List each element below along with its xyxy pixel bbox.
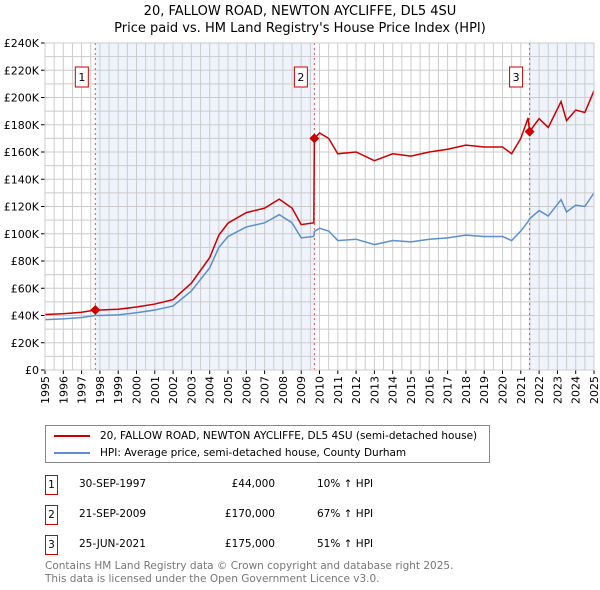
- x-tick-label: 2021: [515, 376, 528, 404]
- x-tick-label: 2019: [478, 376, 491, 404]
- x-tick-label: 2000: [131, 376, 144, 404]
- x-tick-label: 1998: [94, 376, 107, 404]
- x-tick-label: 2018: [460, 376, 473, 404]
- transaction-hpi: 10% ↑ HPI: [317, 478, 374, 490]
- x-tick-label: 2010: [314, 376, 327, 404]
- legend-swatch-property: [54, 435, 90, 437]
- x-tick-label: 2014: [387, 376, 400, 404]
- plot-area: 1995 1996 1997 1998 1999 2000 2001 2002 2003 2004…: [4, 37, 600, 404]
- x-tick-label: 2002: [167, 376, 180, 404]
- sale-point: [90, 305, 101, 316]
- footer: Contains HM Land Registry data © Crown c…: [45, 560, 453, 586]
- sale-label: 3: [513, 71, 520, 84]
- sale-label-box: [74, 66, 89, 88]
- transaction-date: 30-SEP-1997: [79, 478, 147, 490]
- x-tick-label: 2004: [204, 376, 217, 404]
- transaction-price: £175,000: [224, 538, 275, 550]
- transaction-number: 3: [45, 535, 58, 555]
- footer-copyright: Contains HM Land Registry data © Crown c…: [45, 560, 454, 572]
- x-tick-label: 2017: [442, 376, 455, 404]
- x-tick-label: 2023: [551, 376, 564, 404]
- transaction-number: 1: [45, 475, 58, 495]
- x-tick-label: 2025: [588, 376, 600, 404]
- transaction-row: 3 25-JUN-2021 £175,000 51% ↑ HPI: [45, 535, 545, 555]
- x-tick-label: 2008: [277, 376, 290, 404]
- x-tick-label: 2005: [222, 376, 235, 404]
- x-tick-label: 2020: [497, 376, 510, 404]
- x-tick-label: 2013: [368, 376, 381, 404]
- y-tick-label: £140K: [4, 173, 40, 186]
- x-tick-label: 1997: [76, 376, 89, 404]
- x-tick-label: 2016: [423, 376, 436, 404]
- sale-label-box: [509, 66, 524, 88]
- transaction-number: 2: [45, 505, 58, 525]
- transaction-row: 2 21-SEP-2009 £170,000 67% ↑ HPI: [45, 505, 545, 525]
- y-tick-label: £200K: [4, 92, 40, 105]
- y-tick-label: £20K: [11, 337, 40, 350]
- y-tick-label: £180K: [4, 119, 40, 132]
- transaction-hpi: 51% ↑ HPI: [317, 538, 374, 550]
- transaction-price: £170,000: [224, 508, 275, 520]
- x-tick-label: 2012: [350, 376, 363, 404]
- sale-label-box: [293, 66, 308, 88]
- legend-label-property: 20, FALLOW ROAD, NEWTON AYCLIFFE, DL5 4S…: [100, 430, 478, 442]
- x-tick-label: 1995: [39, 376, 52, 404]
- chart-title: 20, FALLOW ROAD, NEWTON AYCLIFFE, DL5 4S…: [143, 4, 457, 19]
- sale-point: [524, 126, 535, 137]
- y-tick-label: £120K: [4, 201, 40, 214]
- x-tick-label: 2006: [240, 376, 253, 404]
- y-tick-label: £0: [25, 364, 39, 377]
- chart-subtitle: Price paid vs. HM Land Registry's House …: [114, 21, 486, 36]
- x-tick-label: 2003: [185, 376, 198, 404]
- transaction-date: 25-JUN-2021: [79, 538, 146, 550]
- footer-licence: This data is licensed under the Open Gov…: [45, 573, 380, 585]
- legend: 20, FALLOW ROAD, NEWTON AYCLIFFE, DL5 4S…: [45, 425, 490, 463]
- y-tick-label: £240K: [4, 37, 40, 50]
- x-tick-label: 2001: [149, 376, 162, 404]
- x-tick-label: 2009: [295, 376, 308, 404]
- x-tick-label: 2024: [570, 376, 583, 404]
- transaction-row: 1 30-SEP-1997 £44,000 10% ↑ HPI: [45, 475, 545, 495]
- x-tick-label: 2011: [332, 376, 345, 404]
- x-tick-label: 2022: [533, 376, 546, 404]
- legend-swatch-hpi: [54, 452, 90, 454]
- transaction-date: 21-SEP-2009: [79, 508, 147, 520]
- legend-label-hpi: HPI: Average price, semi-detached house,…: [100, 447, 407, 459]
- y-tick-label: £80K: [11, 255, 40, 268]
- x-tick-label: 1999: [112, 376, 125, 404]
- y-tick-label: £160K: [4, 146, 40, 159]
- y-tick-label: £220K: [4, 64, 40, 77]
- x-tick-label: 1996: [57, 376, 70, 404]
- sale-label: 1: [78, 71, 85, 84]
- y-tick-label: £60K: [11, 282, 40, 295]
- y-tick-label: £100K: [4, 228, 40, 241]
- sale-label: 2: [297, 71, 304, 84]
- x-tick-label: 2007: [259, 376, 272, 404]
- y-tick-label: £40K: [11, 310, 40, 323]
- x-tick-label: 2015: [405, 376, 418, 404]
- plot-border: [44, 42, 595, 371]
- transaction-hpi: 67% ↑ HPI: [317, 508, 374, 520]
- sale-point: [309, 133, 320, 144]
- transaction-price: £44,000: [231, 478, 275, 490]
- hpi-line: [44, 192, 595, 321]
